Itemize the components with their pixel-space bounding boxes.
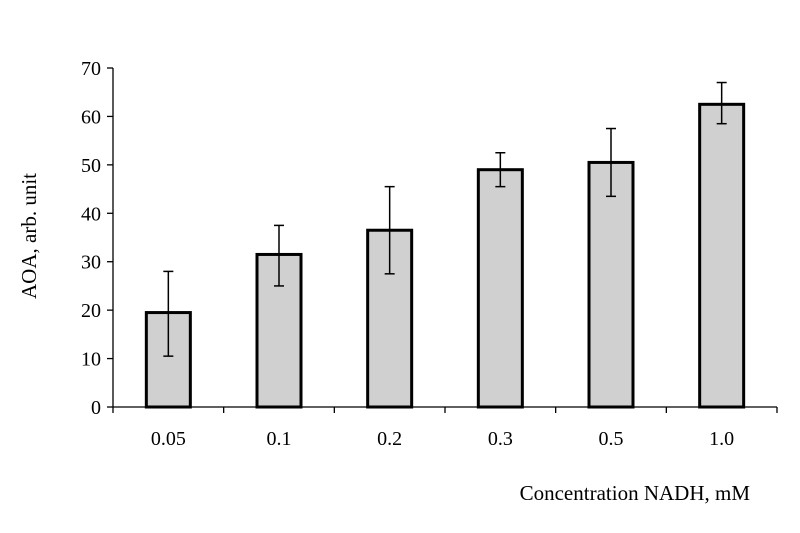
bars [144,102,746,409]
y-tick-label: 60 [81,106,101,128]
y-tick-label: 0 [91,397,101,419]
bar-0-5 [587,160,635,409]
bar-0-3 [476,168,524,409]
bar-0-1 [255,252,303,409]
x-tick-label: 0.05 [151,428,186,450]
x-tick-label: 1.0 [709,428,734,450]
y-axis-label: AOA, arb. unit [17,173,41,299]
x-axis [112,406,778,413]
y-tick-label: 20 [81,300,101,322]
x-tick-label: 0.5 [599,428,624,450]
error-bars [163,81,727,357]
x-axis-label: Concentration NADH, mM [520,481,751,505]
y-tick-label: 40 [81,203,101,225]
y-axis [107,67,114,408]
y-tick-label: 10 [81,349,101,371]
x-tick-label: 0.3 [488,428,513,450]
x-tick-label: 0.1 [267,428,292,450]
x-tick-labels: 0.05 0.1 0.2 0.3 0.5 1.0 [151,428,734,450]
x-tick-label: 0.2 [377,428,402,450]
y-tick-label: 50 [81,155,101,177]
y-tick-labels: 0 10 20 30 40 50 60 70 [81,58,101,419]
y-tick-label: 30 [81,252,101,274]
bar-1-0 [698,102,746,409]
y-tick-label: 70 [81,58,101,80]
